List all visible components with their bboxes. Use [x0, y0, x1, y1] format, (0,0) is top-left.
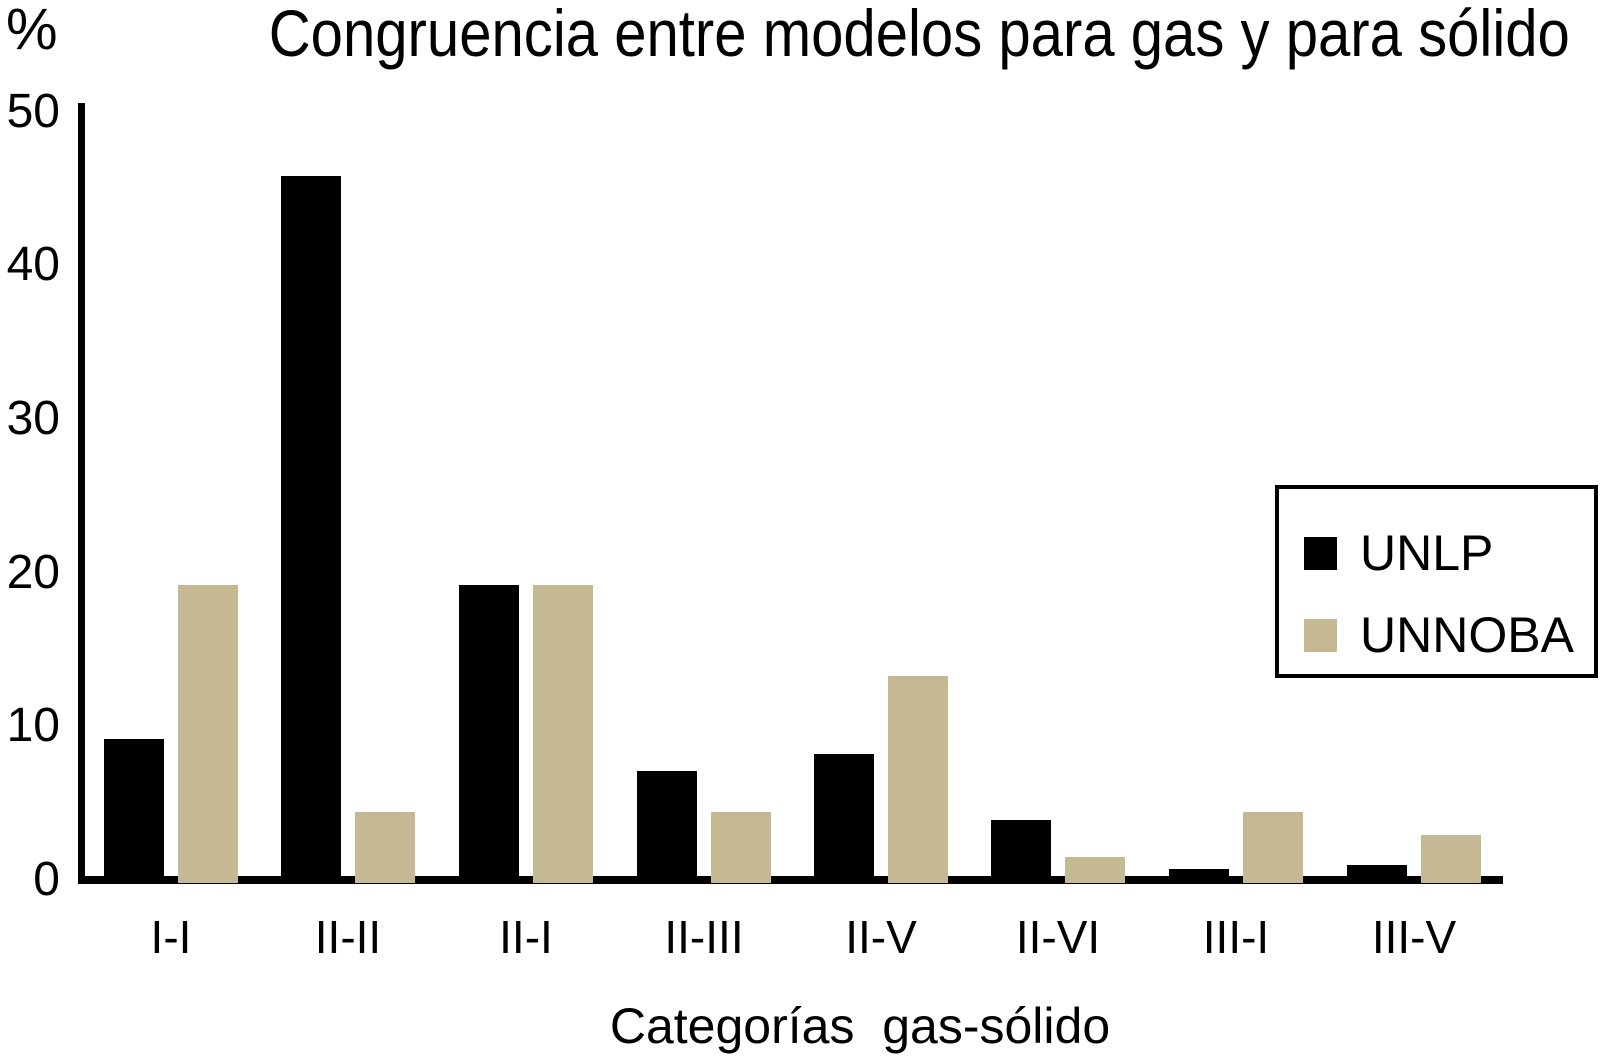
x-category-label-iii-v: III-V: [1371, 911, 1457, 963]
x-axis-line: [78, 876, 1503, 884]
y-tick-label-20: 20: [6, 545, 60, 599]
x-category-label-ii-ii: II-II: [314, 911, 382, 963]
y-axis-line: [78, 103, 85, 884]
bar-unnoba-ii-iii: [711, 812, 771, 883]
y-tick-label-30: 30: [6, 391, 60, 445]
x-category-label-ii-iii: II-III: [664, 911, 744, 963]
legend-swatch-unnoba: [1304, 618, 1337, 652]
chart-title: Congruencia entre modelos para gas y par…: [180, 0, 1604, 70]
bar-unlp-iii-i: [1169, 869, 1229, 883]
bar-unlp-ii-iii: [637, 770, 697, 883]
legend-swatch-unlp: [1304, 536, 1337, 570]
y-tick-label-0: 0: [33, 853, 60, 906]
bar-unnoba-ii-vi: [1065, 856, 1125, 883]
x-category-label-ii-vi: II-VI: [1015, 911, 1101, 963]
bar-unnoba-iii-i: [1243, 812, 1303, 883]
bar-unlp-ii-v: [814, 753, 874, 883]
legend-box: UNLP UNNOBA: [1275, 485, 1598, 678]
bar-unlp-i-i: [104, 738, 164, 883]
chart-title-text: Congruencia entre modelos para gas y par…: [268, 0, 1570, 70]
bar-unlp-ii-i: [459, 584, 519, 883]
bar-unnoba-ii-ii: [355, 812, 415, 883]
bar-unlp-ii-vi: [991, 820, 1051, 883]
legend-label-unnoba: UNNOBA: [1360, 607, 1574, 663]
bar-unlp-ii-ii: [281, 176, 341, 883]
y-tick-label-10: 10: [6, 699, 60, 753]
bar-unnoba-i-i: [178, 584, 238, 883]
x-category-label-ii-i: II-I: [499, 911, 553, 963]
bar-unlp-iii-v: [1347, 864, 1407, 883]
x-category-label-ii-v: II-V: [845, 911, 917, 963]
y-axis-unit-label: %: [6, 0, 58, 62]
legend-label-unlp: UNLP: [1360, 525, 1494, 581]
y-tick-label-40: 40: [6, 238, 60, 292]
bar-unnoba-ii-v: [888, 675, 948, 883]
legend-row-unnoba: UNNOBA: [1304, 607, 1574, 663]
legend-row-unlp: UNLP: [1304, 525, 1493, 581]
x-category-label-i-i: I-I: [150, 911, 192, 963]
x-category-label-iii-i: III-I: [1202, 911, 1270, 963]
x-axis-title: Categorías gas-sólido: [609, 998, 1111, 1054]
y-tick-label-50: 50: [6, 84, 60, 138]
bar-unnoba-iii-v: [1421, 835, 1481, 883]
bar-unnoba-ii-i: [533, 584, 593, 883]
